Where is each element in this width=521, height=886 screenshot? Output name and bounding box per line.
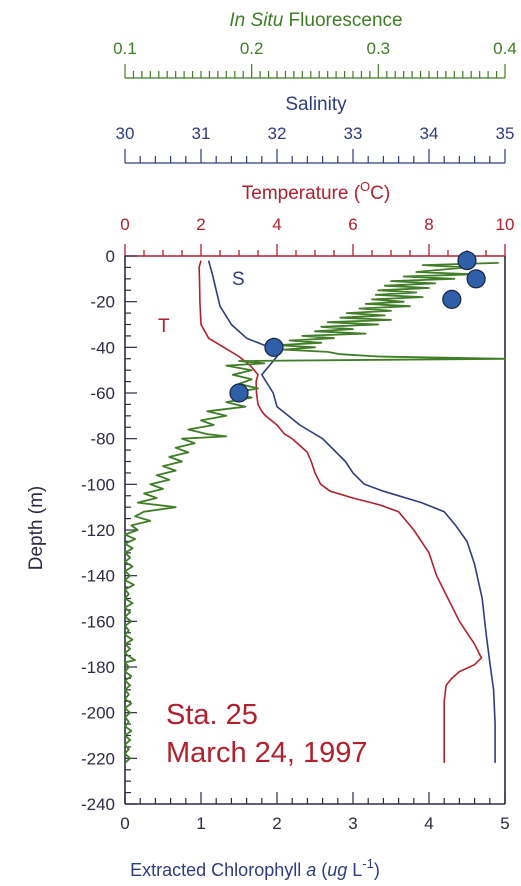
depth-tick-label: -20: [90, 293, 115, 312]
fluorescence-ticks: 0.1 0.2 0.3 0.4: [113, 39, 517, 79]
chlorophyll-axis-label: Extracted Chlorophyll a (ug L-1): [130, 856, 380, 880]
depth-tick-label: -220: [81, 749, 115, 768]
station-date: March 24, 1997: [166, 737, 368, 769]
chlorophyll-tick-label: 0: [120, 814, 129, 833]
salinity-tick-label: 31: [192, 124, 211, 143]
chlorophyll-point: [264, 337, 284, 357]
fluorescence-tick-label: 0.1: [113, 39, 137, 58]
temperature-curve-label: T: [158, 316, 170, 337]
salinity-tick-label: 30: [116, 124, 135, 143]
temperature-tick-label: 2: [196, 215, 205, 234]
salinity-axis: Salinity 30 31 32 33 34 35: [116, 94, 515, 164]
temperature-tick-label: 0: [120, 215, 129, 234]
depth-axis-label: Depth (m): [26, 486, 47, 570]
chlorophyll-tick-label: 1: [196, 814, 205, 833]
salinity-tick-label: 32: [268, 124, 287, 143]
chlorophyll-tick-label: 4: [424, 814, 433, 833]
temperature-tick-label: 10: [496, 215, 515, 234]
temperature-ticks: 0 2 4 6 8 10: [120, 215, 514, 256]
temperature-tick-label: 4: [272, 215, 281, 234]
salinity-ticks: 30 31 32 33 34 35: [116, 124, 515, 164]
salinity-tick-label: 34: [420, 124, 439, 143]
chlorophyll-tick-label: 3: [348, 814, 357, 833]
depth-tick-label: -60: [90, 384, 115, 403]
temperature-tick-label: 6: [348, 215, 357, 234]
depth-tick-label: -80: [90, 430, 115, 449]
depth-tick-label: -40: [90, 338, 115, 357]
chlorophyll-point: [457, 250, 477, 271]
depth-tick-label: -140: [81, 567, 115, 586]
chlorophyll-tick-label: 2: [272, 814, 281, 833]
fluorescence-tick-label: 0.3: [367, 39, 391, 58]
temperature-tick-label: 8: [424, 215, 433, 234]
fluorescence-axis: In Situ Fluorescence 0.1 0.2 0.3 0.4: [113, 10, 517, 79]
depth-tick-label: -160: [81, 612, 115, 631]
salinity-tick-label: 35: [496, 124, 515, 143]
chlorophyll-point: [466, 269, 486, 289]
salinity-curve-label: S: [232, 269, 245, 290]
depth-tick-label: -180: [81, 658, 115, 677]
depth-tick-label: -120: [81, 521, 115, 540]
series-layer: [124, 250, 506, 764]
chlorophyll-point: [442, 289, 462, 309]
salinity-line: [207, 260, 496, 763]
chlorophyll-ticks: 0 1 2 3 4 5: [120, 792, 510, 833]
chlorophyll-tick-label: 5: [500, 814, 509, 833]
fluorescence-axis-label: In Situ Fluorescence: [229, 10, 402, 31]
station-label: Sta. 25: [166, 699, 258, 731]
fluorescence-tick-label: 0.2: [240, 39, 264, 58]
fluorescence-tick-label: 0.4: [493, 39, 517, 58]
depth-tick-label: -240: [81, 795, 115, 814]
temperature-axis-label: Temperature (OC): [242, 179, 390, 204]
depth-tick-label: 0: [106, 247, 115, 266]
fluorescence-line: [124, 262, 506, 764]
chlorophyll-point: [229, 383, 249, 403]
temperature-line: [198, 260, 483, 763]
salinity-tick-label: 33: [344, 124, 363, 143]
salinity-axis-label: Salinity: [285, 94, 347, 115]
depth-tick-label: -200: [81, 704, 115, 723]
depth-tick-label: -100: [81, 475, 115, 494]
depth-ticks: 0 -20 -40 -60 -80 -100 -120 -140 -160 -180 -200 -22…: [81, 247, 137, 814]
